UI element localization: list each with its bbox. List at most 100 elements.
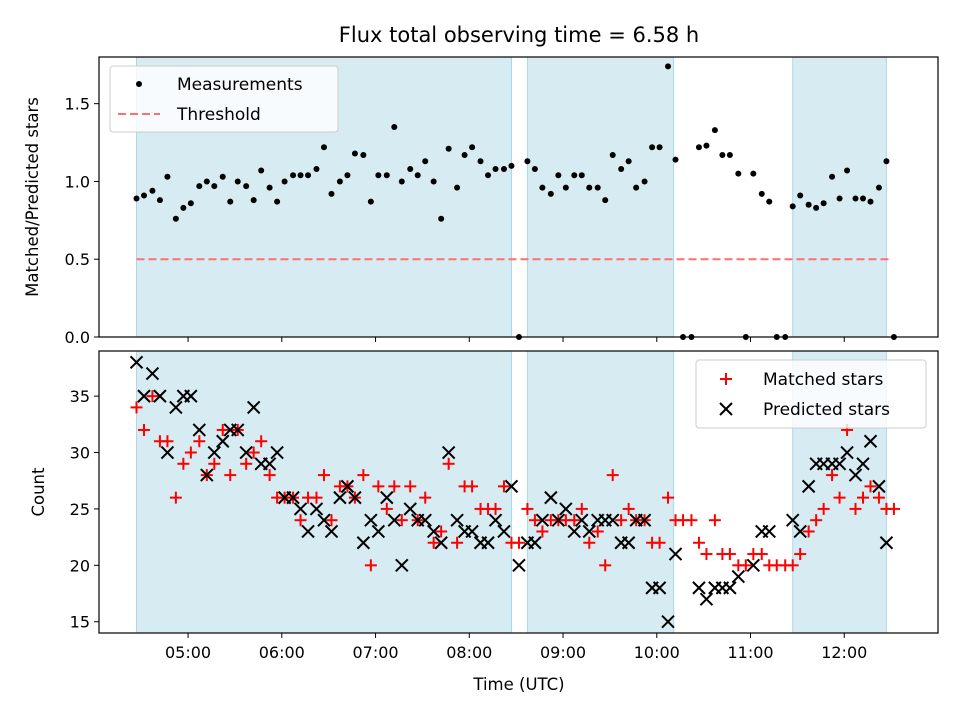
y-tick-label: 0.5 bbox=[65, 250, 90, 269]
y-tick-label: 35 bbox=[70, 387, 90, 406]
matched-star-point bbox=[247, 446, 260, 459]
predicted-star-point bbox=[551, 513, 566, 527]
measurement-point bbox=[844, 167, 851, 174]
measurement-point bbox=[313, 166, 320, 172]
measurement-point bbox=[274, 198, 281, 205]
measurement-point bbox=[625, 158, 632, 165]
y-tick-label: 1.0 bbox=[65, 172, 90, 191]
measurement-point bbox=[351, 150, 358, 157]
matched-star-point bbox=[161, 435, 174, 448]
measurement-point bbox=[539, 184, 546, 191]
predicted-star-point bbox=[793, 524, 807, 539]
matched-star-point bbox=[857, 491, 870, 504]
predicted-star-point bbox=[231, 423, 245, 437]
measurement-point bbox=[461, 152, 468, 158]
top-axes-frame bbox=[98, 56, 939, 338]
measurement-point bbox=[305, 172, 312, 179]
x-tick-label: 12:00 bbox=[821, 643, 867, 662]
measurement-point bbox=[602, 197, 609, 204]
predicted-star-point bbox=[512, 558, 526, 573]
measurement-point bbox=[367, 198, 374, 205]
legend-measurements-marker bbox=[136, 81, 142, 87]
top-legend-box bbox=[109, 65, 339, 133]
measurement-point bbox=[469, 144, 476, 151]
measurement-point bbox=[360, 152, 367, 158]
predicted-star-point bbox=[207, 445, 222, 460]
matched-star-point bbox=[137, 423, 150, 436]
matched-star-point bbox=[294, 514, 307, 527]
measurement-point bbox=[594, 184, 601, 191]
predicted-star-point bbox=[832, 457, 847, 471]
observing-band bbox=[526, 350, 675, 634]
chart-title: Flux total observing time = 6.58 h bbox=[339, 23, 699, 47]
predicted-star-point bbox=[286, 490, 300, 505]
matched-star-point bbox=[404, 480, 417, 493]
predicted-star-point bbox=[418, 513, 432, 527]
bottom-legend: Matched stars Predicted stars bbox=[695, 359, 927, 429]
predicted-star-point bbox=[699, 592, 714, 606]
measurement-point bbox=[703, 142, 710, 149]
measurement-point bbox=[133, 195, 140, 202]
y-tick-label: 1.5 bbox=[65, 95, 90, 114]
bottom-legend-box bbox=[695, 359, 927, 429]
measurement-point bbox=[398, 178, 405, 185]
predicted-star-point bbox=[380, 490, 394, 505]
predicted-star-point bbox=[348, 490, 362, 505]
matched-star-point bbox=[489, 502, 502, 515]
matched-star-point bbox=[739, 559, 752, 572]
measurement-point bbox=[383, 172, 390, 179]
predicted-star-point bbox=[528, 536, 542, 550]
measurement-point bbox=[672, 156, 679, 163]
measurement-point bbox=[445, 145, 452, 152]
measurement-point bbox=[586, 184, 593, 191]
measurement-point bbox=[492, 166, 499, 172]
matched-star-point bbox=[419, 491, 432, 504]
measurement-point bbox=[477, 158, 484, 165]
measurement-point bbox=[633, 184, 640, 191]
predicted-star-point bbox=[129, 355, 144, 369]
measurement-point bbox=[726, 152, 733, 158]
measurement-point bbox=[422, 158, 429, 165]
measurement-point bbox=[500, 166, 507, 172]
bottom-x-ticks: 05:00 06:00 07:00 08:00 09:00 10:00 11:00 12:00 bbox=[165, 633, 867, 662]
measurement-point bbox=[836, 195, 843, 202]
predicted-star-point bbox=[661, 615, 675, 629]
measurement-point bbox=[234, 178, 241, 185]
bottom-axes-frame bbox=[98, 350, 939, 634]
measurement-point bbox=[391, 124, 398, 130]
measurement-point bbox=[813, 204, 820, 211]
x-tick-label: 09:00 bbox=[540, 643, 586, 662]
matched-star-point bbox=[216, 423, 229, 436]
measurement-point bbox=[328, 190, 335, 197]
predicted-star-point bbox=[160, 445, 175, 460]
measurement-point bbox=[735, 170, 742, 177]
matched-star-point bbox=[357, 469, 370, 482]
measurement-point bbox=[547, 190, 554, 197]
predicted-star-point bbox=[535, 513, 550, 527]
measurement-point bbox=[665, 63, 672, 70]
matched-star-point bbox=[755, 548, 768, 561]
predicted-star-point bbox=[216, 434, 230, 448]
predicted-star-point bbox=[848, 468, 863, 482]
matched-star-point bbox=[184, 446, 197, 459]
matched-star-point bbox=[864, 480, 877, 493]
measurement-point bbox=[852, 195, 859, 202]
predicted-star-point bbox=[606, 513, 620, 527]
matched-star-point bbox=[802, 525, 815, 538]
matched-star-point bbox=[442, 457, 455, 470]
matched-star-point bbox=[372, 480, 385, 493]
measurement-point bbox=[407, 166, 414, 172]
matched-star-point bbox=[364, 559, 377, 572]
predicted-star-point bbox=[246, 400, 261, 415]
measurement-point bbox=[750, 170, 757, 177]
predicted-star-point bbox=[340, 479, 355, 494]
top-y-axis-label: Matched/Predicted stars bbox=[23, 97, 42, 297]
matched-star-point bbox=[380, 502, 393, 515]
predicted-star-point bbox=[441, 445, 456, 460]
matched-star-point bbox=[169, 491, 182, 504]
legend-predicted-marker bbox=[719, 402, 733, 416]
count-points bbox=[129, 355, 900, 629]
predicted-star-point bbox=[637, 513, 652, 527]
measurement-point bbox=[375, 172, 382, 179]
measurement-point bbox=[555, 172, 562, 179]
